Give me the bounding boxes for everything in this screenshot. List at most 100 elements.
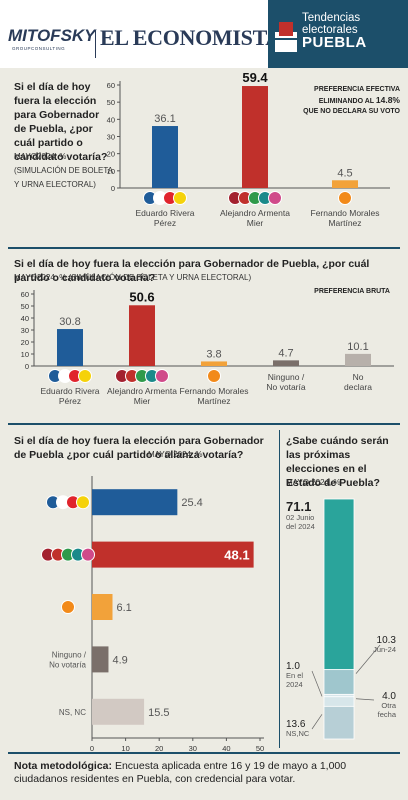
data-label-ninguno-no-votaria: 4.9 — [112, 654, 127, 666]
section1-note: PREFERENCIA EFECTIVA ELIMINANDO AL 14.8%… — [300, 85, 400, 117]
segment-label-jun-24: 10.3 Jun-24 — [373, 635, 396, 654]
bar-ns-nc — [92, 698, 145, 725]
x-tick-label: 10 — [121, 744, 129, 753]
data-label-no-declara: 10.1 — [347, 341, 368, 353]
y-tick-label: 20 — [107, 150, 115, 159]
y-tick-label: 0 — [25, 362, 29, 371]
bar-alejandro-armenta-mier — [242, 86, 268, 188]
segment-label-en-el-2024: 1.0 En el 2024 — [286, 661, 303, 689]
bar-fernando-morales-martinez — [201, 361, 227, 366]
data-label-pan-pri-prd-psi: 25.4 — [181, 497, 202, 509]
header-tag-line1: Tendencias electorales — [302, 12, 361, 36]
section1-note-line2: ELIMINANDO AL — [318, 98, 374, 105]
methodology-note: Nota metodológica: Encuesta aplicada ent… — [14, 760, 399, 786]
ballot-box-icon — [275, 22, 297, 52]
bar-mc — [92, 594, 113, 620]
methodology-text: Encuesta aplicada entre 16 y 19 de mayo … — [14, 760, 347, 785]
segment-jun-24 — [323, 669, 355, 695]
header-tag-line2: PUEBLA — [302, 34, 367, 51]
party-logo-pan-icon — [48, 369, 92, 383]
divider-2 — [8, 423, 400, 425]
y-tick-label: 60 — [21, 290, 29, 299]
bar-fernando-morales-martinez — [332, 180, 358, 188]
mitofsky-logo: MITOFSKY — [8, 26, 96, 45]
section2-note: PREFERENCIA BRUTA — [314, 288, 390, 295]
data-label-fernando-morales-martinez: 3.8 — [206, 348, 221, 360]
bar-morena-pt-pvem-na-fxm — [92, 541, 254, 568]
section2-subtitle: MAYO2024, % (SIMULACIÓN DE BOLETA Y URNA… — [14, 273, 252, 282]
y-tick-label: 0 — [111, 184, 115, 193]
section1-note-pct: 14.8% — [375, 95, 400, 105]
divider-3 — [8, 752, 400, 754]
category-label-fernando-morales-martinez: Fernando Morales Martínez — [311, 208, 380, 228]
section2-question: Si el día de hoy fuera la elección para … — [14, 258, 370, 284]
party-logo-mc-icon — [207, 369, 221, 383]
section1-note-line1: PREFERENCIA EFECTIVA — [314, 86, 400, 93]
bar-eduardo-rivera-perez — [57, 329, 83, 366]
x-tick-label: 30 — [189, 744, 197, 753]
segment-label-ns-nc: 13.6 NS,NC — [286, 719, 310, 738]
bar-ninguno-no-votaria — [92, 646, 109, 673]
party-logo-pan-icon — [46, 495, 90, 510]
methodology-label: Nota metodológica: — [14, 760, 113, 772]
x-tick-label: 20 — [155, 744, 163, 753]
x-tick-label: 50 — [256, 744, 264, 753]
segment-02-junio-del-2024 — [323, 498, 355, 671]
y-tick-label: 10 — [107, 167, 115, 176]
party-logo-morena-icon — [115, 369, 169, 383]
chart-alianza: 0 10 20 30 40 50 25.4 48.1 6.1 4.9 Ninguno / No vot… — [41, 476, 264, 753]
leader-line — [355, 644, 381, 674]
party-logo-pan-icon — [143, 191, 187, 205]
data-label-eduardo-rivera-perez: 36.1 — [154, 113, 175, 125]
y-tick-label: 30 — [107, 133, 115, 142]
y-tick-label: 10 — [21, 350, 29, 359]
category-label-ns-nc: NS, NC — [59, 708, 86, 717]
bar-alejandro-armenta-mier — [129, 305, 155, 366]
mitofsky-logo-sub: GROUPCONSULTING — [12, 46, 66, 51]
bar-pan-pri-prd-psi — [92, 489, 178, 516]
data-label-fernando-morales-martinez: 4.5 — [337, 167, 352, 179]
bar-no-declara — [345, 353, 371, 366]
data-label-mc: 6.1 — [116, 602, 131, 614]
y-tick-label: 60 — [107, 81, 115, 90]
section3-subtitle: MAYO 2024, % — [148, 450, 203, 459]
data-label-morena-pt-pvem-na-fxm: 48.1 — [224, 548, 249, 563]
section3-question: Si el día de hoy fuera la elección para … — [14, 435, 264, 461]
divider-vertical — [279, 430, 280, 748]
leader-line — [311, 670, 323, 697]
chart-fecha-elecciones: 71.1 02 Junio del 2024 10.3 Jun-24 1.0 En el 20… — [286, 498, 397, 740]
divider-1 — [8, 247, 400, 249]
party-logo-mc-icon — [338, 191, 352, 205]
category-label-ninguno-no-votaria: Ninguno / No votaría — [266, 372, 305, 392]
data-label-ns-nc: 15.5 — [148, 707, 169, 719]
y-tick-label: 40 — [21, 314, 29, 323]
category-label-alejandro-armenta-mier: Alejandro Armenta Mier — [220, 208, 290, 228]
y-tick-label: 50 — [21, 302, 29, 311]
section1-question: Si el día de hoy fuera la elección para … — [14, 81, 108, 163]
leader-line — [311, 714, 323, 730]
segment-label-02-junio-del-2024: 71.1 02 Junio del 2024 — [286, 499, 315, 531]
section1-note-line3: QUE NO DECLARA SU VOTO — [303, 108, 400, 115]
segment-ns-nc — [323, 705, 355, 740]
party-logo-morena-icon — [41, 547, 95, 562]
category-label-eduardo-rivera-perez: Eduardo Rivera Pérez — [135, 208, 194, 228]
bar-ninguno-no-votaria — [273, 360, 299, 366]
party-logo-morena-icon — [228, 191, 282, 205]
data-label-alejandro-armenta-mier: 50.6 — [129, 289, 154, 304]
segment-label-otra-fecha: 4.0 Otra fecha — [378, 691, 397, 719]
chart-preferencia-bruta: 0 10 20 30 40 50 60 30.8 Eduardo Rivera Pérez 50.6… — [21, 289, 394, 406]
bar-eduardo-rivera-perez — [152, 126, 178, 188]
category-label-fernando-morales-martinez: Fernando Morales Martínez — [180, 386, 249, 406]
data-label-ninguno-no-votaria: 4.7 — [278, 347, 293, 359]
section4-subtitle: MAYO 2024, % — [286, 478, 341, 487]
y-tick-label: 40 — [107, 115, 115, 124]
y-tick-label: 20 — [21, 338, 29, 347]
y-tick-label: 50 — [107, 98, 115, 107]
leader-line — [355, 698, 375, 701]
header-tag: Tendencias electorales PUEBLA — [268, 0, 408, 68]
category-label-eduardo-rivera-perez: Eduardo Rivera Pérez — [40, 386, 99, 406]
chart-preferencia-efectiva: 0 10 20 30 40 50 60 36.1 Eduardo Rivera Pérez 59.4… — [107, 70, 390, 228]
x-tick-label: 0 — [90, 744, 94, 753]
category-label-ninguno-no-votaria: Ninguno / No votaría — [49, 650, 87, 669]
party-logo-mc-icon — [61, 600, 75, 614]
